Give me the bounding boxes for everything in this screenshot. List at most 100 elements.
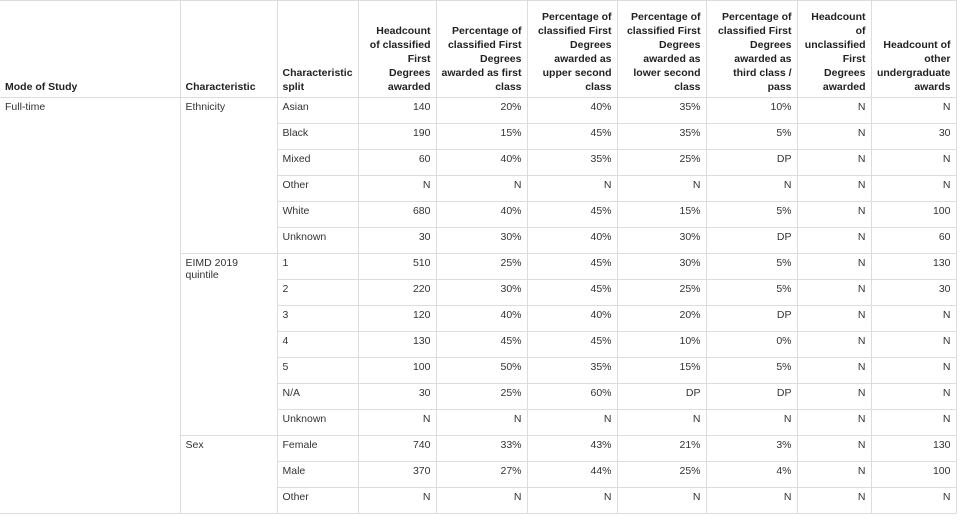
value-cell: 60 bbox=[870, 227, 957, 254]
table-row: Male 370 27% 44% 25% 4% N 100 bbox=[0, 461, 957, 488]
value-cell: 60% bbox=[526, 383, 618, 410]
split-cell: 3 bbox=[276, 305, 359, 332]
value-cell: 15% bbox=[616, 357, 707, 384]
value-cell: N bbox=[796, 435, 872, 462]
value-cell: 30 bbox=[357, 227, 437, 254]
table-row: 2 220 30% 45% 25% 5% N 30 bbox=[0, 279, 957, 306]
value-cell: 140 bbox=[357, 97, 437, 124]
column-header: Percentage of classified First Degrees a… bbox=[526, 0, 618, 98]
value-cell: 30 bbox=[870, 279, 957, 306]
column-header: Percentage of classified First Degrees a… bbox=[616, 0, 707, 98]
value-cell: 740 bbox=[357, 435, 437, 462]
value-cell: 5% bbox=[705, 253, 798, 280]
value-cell: 130 bbox=[357, 331, 437, 358]
characteristic-cell: Sex bbox=[179, 435, 278, 514]
table-row: Black 190 15% 45% 35% 5% N 30 bbox=[0, 123, 957, 150]
value-cell: N bbox=[870, 409, 957, 436]
split-cell: Unknown bbox=[276, 409, 359, 436]
value-cell: N bbox=[526, 487, 618, 514]
value-cell: N bbox=[870, 357, 957, 384]
split-cell: N/A bbox=[276, 383, 359, 410]
table-body: Full-time Ethnicity Asian 140 20% 40% 35% 10% N N… bbox=[0, 97, 957, 514]
value-cell: N bbox=[705, 175, 798, 202]
split-cell: White bbox=[276, 201, 359, 228]
value-cell: N bbox=[357, 175, 437, 202]
value-cell: DP bbox=[705, 383, 798, 410]
value-cell: 35% bbox=[616, 97, 707, 124]
column-header: Headcount of other undergraduate awards bbox=[870, 0, 957, 98]
value-cell: 100 bbox=[870, 201, 957, 228]
table-row: Full-time Ethnicity Asian 140 20% 40% 35% 10% N N bbox=[0, 97, 957, 514]
value-cell: N bbox=[796, 383, 872, 410]
value-cell: 10% bbox=[616, 331, 707, 358]
value-cell: 35% bbox=[616, 123, 707, 150]
value-cell: 130 bbox=[870, 253, 957, 280]
value-cell: N bbox=[870, 149, 957, 176]
table-row: EIMD 2019 quintile 1 510 25% 45% 30% 5% N 130 bbox=[0, 253, 957, 436]
value-cell: 33% bbox=[435, 435, 528, 462]
mode-cell: Full-time bbox=[0, 97, 181, 514]
value-cell: N bbox=[796, 409, 872, 436]
value-cell: N bbox=[870, 383, 957, 410]
value-cell: 45% bbox=[526, 201, 618, 228]
value-cell: N bbox=[870, 487, 957, 514]
split-cell: 4 bbox=[276, 331, 359, 358]
value-cell: 15% bbox=[616, 201, 707, 228]
value-cell: N bbox=[796, 175, 872, 202]
value-cell: 40% bbox=[526, 305, 618, 332]
value-cell: N bbox=[870, 331, 957, 358]
value-cell: 5% bbox=[705, 123, 798, 150]
value-cell: 45% bbox=[526, 123, 618, 150]
value-cell: 35% bbox=[526, 149, 618, 176]
value-cell: 4% bbox=[705, 461, 798, 488]
value-cell: 130 bbox=[870, 435, 957, 462]
value-cell: 44% bbox=[526, 461, 618, 488]
value-cell: 30 bbox=[357, 383, 437, 410]
value-cell: 40% bbox=[435, 149, 528, 176]
value-cell: 45% bbox=[526, 279, 618, 306]
value-cell: 20% bbox=[616, 305, 707, 332]
split-cell: Male bbox=[276, 461, 359, 488]
value-cell: 25% bbox=[435, 253, 528, 280]
value-cell: 40% bbox=[435, 305, 528, 332]
value-cell: N bbox=[796, 279, 872, 306]
value-cell: N bbox=[796, 487, 872, 514]
value-cell: 25% bbox=[616, 149, 707, 176]
value-cell: 45% bbox=[435, 331, 528, 358]
split-cell: 5 bbox=[276, 357, 359, 384]
value-cell: N bbox=[796, 227, 872, 254]
value-cell: DP bbox=[705, 149, 798, 176]
value-cell: N bbox=[796, 331, 872, 358]
value-cell: 15% bbox=[435, 123, 528, 150]
value-cell: DP bbox=[616, 383, 707, 410]
value-cell: 100 bbox=[870, 461, 957, 488]
column-header: Percentage of classified First Degrees a… bbox=[705, 0, 798, 98]
value-cell: N bbox=[870, 175, 957, 202]
column-header: Mode of Study bbox=[0, 0, 181, 98]
characteristic-cell: EIMD 2019 quintile bbox=[179, 253, 278, 436]
value-cell: N bbox=[616, 409, 707, 436]
value-cell: N bbox=[435, 175, 528, 202]
value-cell: 30% bbox=[616, 253, 707, 280]
value-cell: 30 bbox=[870, 123, 957, 150]
value-cell: 680 bbox=[357, 201, 437, 228]
value-cell: DP bbox=[705, 227, 798, 254]
value-cell: 30% bbox=[435, 279, 528, 306]
value-cell: N bbox=[796, 253, 872, 280]
header-row: Mode of Study Characteristic Characteristi… bbox=[0, 0, 957, 98]
split-cell: Unknown bbox=[276, 227, 359, 254]
value-cell: 30% bbox=[616, 227, 707, 254]
value-cell: 5% bbox=[705, 201, 798, 228]
value-cell: 45% bbox=[526, 253, 618, 280]
split-cell: Female bbox=[276, 435, 359, 462]
value-cell: N bbox=[870, 97, 957, 124]
value-cell: N bbox=[705, 487, 798, 514]
value-cell: N bbox=[526, 409, 618, 436]
value-cell: N bbox=[796, 97, 872, 124]
value-cell: 50% bbox=[435, 357, 528, 384]
value-cell: N bbox=[796, 149, 872, 176]
split-cell: Other bbox=[276, 175, 359, 202]
column-header: Percentage of classified First Degrees a… bbox=[435, 0, 528, 98]
value-cell: 40% bbox=[526, 97, 618, 124]
